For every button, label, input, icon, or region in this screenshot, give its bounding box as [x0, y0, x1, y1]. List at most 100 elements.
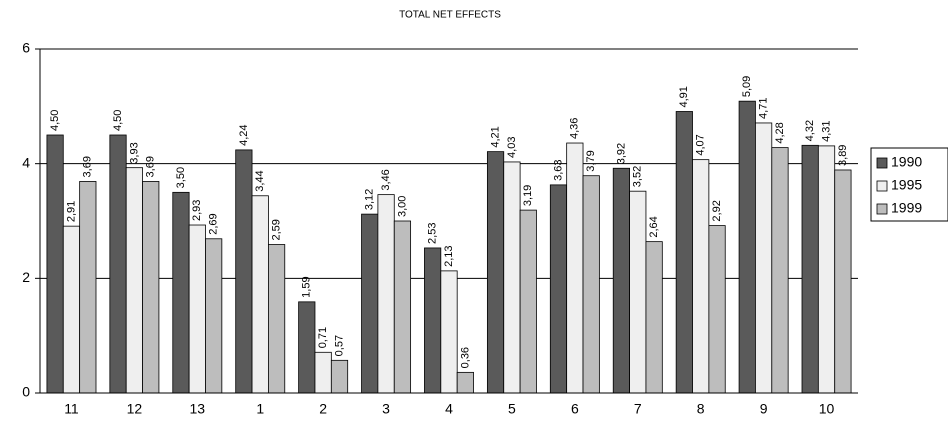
- value-label: 2,53: [427, 223, 439, 244]
- value-label: 4,71: [758, 98, 770, 119]
- legend-swatch: [876, 157, 888, 169]
- value-label: 4,24: [238, 124, 250, 145]
- bar: [503, 161, 521, 394]
- bar: [834, 169, 852, 394]
- value-label: 5,09: [741, 76, 753, 97]
- bar: [172, 191, 190, 394]
- bar: [109, 134, 127, 394]
- value-label: 3,79: [585, 150, 597, 171]
- legend-label: 1990: [891, 154, 922, 170]
- x-tick-label: 2: [319, 401, 327, 417]
- value-label: 3,93: [128, 142, 140, 163]
- bar: [188, 224, 206, 394]
- chart-title: TOTAL NET EFFECTS: [399, 10, 501, 21]
- bar: [424, 247, 442, 394]
- bar: [645, 241, 663, 394]
- value-label: 2,92: [711, 200, 723, 221]
- value-label: 4,31: [820, 120, 832, 141]
- value-label: 0,71: [317, 327, 329, 348]
- value-label: 3,00: [396, 196, 408, 217]
- bar: [393, 220, 412, 394]
- bar: [566, 142, 584, 394]
- bar: [519, 209, 537, 394]
- value-label: 0,57: [333, 335, 345, 356]
- bar: [330, 359, 349, 394]
- bar: [298, 301, 316, 394]
- x-tick-label: 9: [760, 401, 768, 417]
- value-label: 3,52: [632, 166, 644, 187]
- bar: [817, 145, 836, 394]
- value-label: 4,21: [489, 126, 501, 147]
- x-tick-label: 12: [127, 401, 143, 417]
- y-tick-label: 6: [22, 40, 30, 56]
- value-label: 2,64: [648, 216, 660, 237]
- value-label: 4,36: [569, 118, 581, 139]
- value-label: 4,50: [112, 110, 124, 131]
- y-tick-label: 4: [22, 154, 30, 170]
- value-label: 2,59: [270, 219, 282, 240]
- x-tick-label: 3: [382, 401, 390, 417]
- bar: [612, 167, 630, 394]
- bar: [708, 225, 726, 394]
- bar: [125, 167, 143, 394]
- x-tick-label: 5: [508, 401, 516, 417]
- y-tick-label: 0: [22, 384, 30, 400]
- bar: [549, 184, 568, 394]
- value-label: 3,69: [82, 156, 94, 177]
- bar: [801, 144, 819, 394]
- value-label: 2,13: [443, 245, 455, 266]
- value-label: 4,03: [506, 137, 518, 158]
- value-label: 4,28: [774, 122, 786, 143]
- value-label: 3,63: [552, 159, 564, 180]
- value-label: 4,50: [49, 110, 61, 131]
- x-tick-label: 1: [256, 401, 264, 417]
- bar: [582, 175, 600, 394]
- value-label: 3,50: [175, 167, 187, 188]
- value-label: 3,46: [380, 169, 392, 190]
- x-tick-label: 11: [64, 401, 79, 417]
- value-label: 2,69: [208, 213, 220, 234]
- x-tick-label: 13: [190, 401, 206, 417]
- value-label: 3,89: [837, 145, 849, 166]
- legend-label: 1995: [891, 177, 922, 193]
- bar: [692, 159, 710, 394]
- x-tick-label: 10: [819, 401, 835, 417]
- value-label: 3,44: [254, 170, 266, 191]
- bar: [440, 270, 458, 394]
- legend-label: 1999: [891, 200, 922, 216]
- value-label: 3,19: [522, 185, 534, 206]
- x-tick-label: 8: [697, 401, 705, 417]
- bar: [268, 244, 286, 394]
- x-tick-label: 6: [571, 401, 579, 417]
- x-tick-label: 4: [445, 401, 453, 417]
- value-label: 2,91: [65, 201, 77, 222]
- bar: [251, 195, 269, 394]
- y-tick-label: 2: [22, 269, 30, 285]
- bar: [142, 181, 160, 394]
- bar: [486, 151, 505, 394]
- bar: [377, 194, 395, 394]
- legend-swatch: [876, 203, 888, 215]
- value-label: 2,93: [191, 200, 203, 221]
- value-label: 3,12: [364, 189, 376, 210]
- value-label: 4,32: [804, 120, 816, 141]
- bar: [771, 147, 789, 394]
- value-label: 4,91: [678, 86, 690, 107]
- bar: [235, 149, 253, 394]
- bar: [62, 225, 81, 394]
- bar: [456, 371, 474, 394]
- bar: [79, 181, 97, 394]
- bar: [361, 213, 379, 394]
- bar: [755, 122, 773, 394]
- value-label: 4,07: [695, 134, 707, 155]
- legend-swatch: [876, 180, 888, 192]
- bar: [205, 238, 223, 394]
- bar: [738, 100, 756, 394]
- bar: [675, 111, 693, 394]
- value-label: 3,69: [145, 156, 157, 177]
- bar: [46, 134, 64, 394]
- value-label: 1,59: [301, 276, 313, 297]
- x-tick-label: 7: [634, 401, 642, 417]
- value-label: 0,36: [459, 347, 471, 368]
